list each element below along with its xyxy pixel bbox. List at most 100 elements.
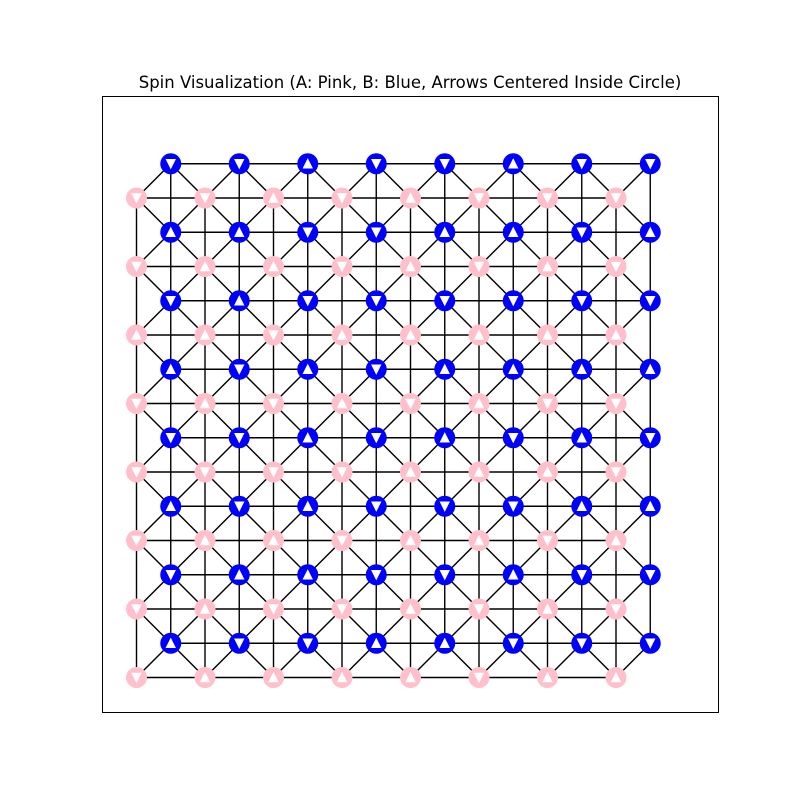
site-a — [400, 530, 421, 551]
spin-up-arrow-icon — [199, 534, 211, 546]
site-b — [434, 495, 456, 517]
spin-up-arrow-icon — [508, 363, 519, 375]
spin-down-arrow-icon — [131, 467, 142, 478]
spin-down-arrow-icon — [371, 432, 382, 444]
spin-up-arrow-icon — [645, 500, 656, 512]
spin-up-arrow-icon — [405, 534, 416, 546]
site-a — [468, 667, 490, 688]
site-a — [194, 461, 216, 483]
site-a — [468, 461, 490, 483]
site-b — [228, 290, 250, 312]
plot-frame — [102, 96, 719, 713]
spin-up-arrow-icon — [610, 671, 622, 683]
spin-up-arrow-icon — [473, 329, 485, 340]
site-b — [160, 221, 182, 243]
site-a — [400, 187, 421, 209]
spin-up-arrow-icon — [610, 329, 622, 340]
site-b — [297, 358, 319, 380]
site-a — [331, 598, 353, 620]
site-a — [194, 667, 216, 688]
spin-down-arrow-icon — [508, 295, 519, 307]
spin-up-arrow-icon — [542, 466, 553, 477]
site-a — [126, 461, 147, 483]
spin-down-arrow-icon — [302, 638, 313, 649]
spin-down-arrow-icon — [542, 535, 553, 547]
site-a — [263, 530, 284, 551]
spin-down-arrow-icon — [371, 501, 382, 512]
site-a — [331, 530, 353, 551]
spin-up-arrow-icon — [131, 329, 142, 340]
spin-down-arrow-icon — [302, 295, 313, 307]
site-a — [605, 324, 627, 346]
spin-down-arrow-icon — [371, 158, 382, 170]
spin-up-arrow-icon — [165, 363, 176, 375]
site-a — [194, 324, 216, 346]
spin-up-arrow-icon — [199, 329, 211, 340]
site-a — [263, 667, 284, 688]
spin-down-arrow-icon — [508, 638, 519, 649]
spin-up-arrow-icon — [302, 569, 313, 580]
spin-up-arrow-icon — [542, 671, 553, 683]
spin-up-arrow-icon — [199, 671, 211, 683]
spin-down-arrow-icon — [473, 604, 485, 615]
site-b — [502, 221, 524, 243]
spin-down-arrow-icon — [165, 295, 176, 307]
site-a — [537, 393, 558, 414]
spin-up-arrow-icon — [268, 671, 279, 683]
spin-down-arrow-icon — [645, 158, 656, 170]
spin-down-arrow-icon — [234, 501, 245, 512]
spin-down-arrow-icon — [268, 398, 279, 410]
spin-up-arrow-icon — [542, 329, 553, 340]
site-a — [400, 461, 421, 483]
spin-up-arrow-icon — [542, 260, 553, 272]
spin-down-arrow-icon — [439, 295, 450, 307]
site-a — [537, 324, 558, 346]
site-b — [434, 564, 456, 586]
site-b — [571, 427, 593, 449]
site-b — [365, 564, 387, 586]
spin-down-arrow-icon — [336, 535, 348, 547]
spin-up-arrow-icon — [576, 500, 587, 512]
spin-up-arrow-icon — [439, 432, 450, 443]
site-b — [434, 290, 456, 312]
site-b — [639, 358, 661, 380]
spin-down-arrow-icon — [234, 364, 245, 375]
spin-down-arrow-icon — [234, 638, 245, 649]
spin-down-arrow-icon — [371, 569, 382, 581]
spin-up-arrow-icon — [610, 534, 622, 546]
spin-down-arrow-icon — [610, 261, 622, 273]
spin-down-arrow-icon — [165, 158, 176, 170]
site-b — [228, 358, 250, 380]
spin-down-arrow-icon — [576, 227, 587, 238]
spin-down-arrow-icon — [131, 261, 142, 273]
site-b — [297, 153, 319, 175]
site-b — [502, 632, 524, 654]
spin-up-arrow-icon — [165, 226, 176, 238]
site-b — [639, 290, 661, 312]
site-a — [263, 461, 284, 483]
site-b — [571, 221, 593, 243]
site-a — [537, 667, 558, 688]
site-a — [400, 598, 421, 620]
site-b — [639, 564, 661, 586]
spin-down-arrow-icon — [576, 158, 587, 170]
spin-down-arrow-icon — [131, 604, 142, 615]
spin-up-arrow-icon — [576, 363, 587, 375]
spin-up-arrow-icon — [439, 226, 450, 238]
spin-down-arrow-icon — [439, 501, 450, 512]
spin-up-arrow-icon — [302, 363, 313, 375]
spin-down-arrow-icon — [542, 193, 553, 204]
site-a — [194, 393, 216, 414]
spin-up-arrow-icon — [165, 500, 176, 512]
site-b — [571, 153, 593, 175]
site-a — [331, 256, 353, 277]
site-b — [571, 632, 593, 654]
site-a — [605, 530, 627, 551]
site-a — [126, 530, 147, 551]
spin-down-arrow-icon — [542, 398, 553, 410]
spin-up-arrow-icon — [302, 432, 313, 443]
spin-down-arrow-icon — [268, 604, 279, 615]
site-a — [331, 461, 353, 483]
spin-down-arrow-icon — [576, 569, 587, 581]
spin-up-arrow-icon — [199, 397, 211, 409]
